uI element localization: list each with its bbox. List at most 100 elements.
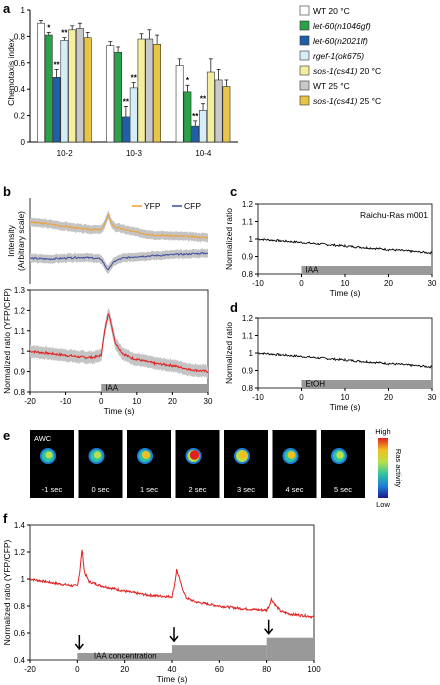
panel-c-ylabel: Normalized ratio <box>224 208 234 270</box>
panel-d-ytick-label: 1.2 <box>242 314 254 323</box>
panel-a-bar <box>106 45 115 143</box>
panel-b-bottom-frame <box>29 289 209 393</box>
panel-f-arrow-head <box>169 635 179 643</box>
panel-f-ylabel: Normalized ratio (YFP/CFP) <box>2 539 12 645</box>
panel-f-arrow-head <box>74 643 84 651</box>
panel-c-title: Raichu-Ras m001 <box>360 210 428 220</box>
panel-d-ytick-label: 0.8 <box>242 384 254 393</box>
panel-label-d: d <box>230 300 238 315</box>
panel-b-bottom-ytick-label: 0.9 <box>14 368 26 377</box>
panel-e-colorbar <box>378 438 388 498</box>
panel-f-ytick-label: 0.6 <box>14 629 26 638</box>
panel-a-legend-label: let-60(n1046gf) <box>313 21 371 31</box>
panel-f-xlabel: Time (s) <box>157 674 188 684</box>
panel-a-bar <box>68 29 77 143</box>
panel-e-cell-hotspot <box>287 451 296 459</box>
panel-b-bottom-ylabel: Normalized ratio (YFP/CFP) <box>2 288 12 394</box>
panel-c-ytick-label: 1.2 <box>242 200 254 209</box>
panel-f-series-line <box>29 549 315 619</box>
panel-b-bottom-ytick-label: 1.3 <box>14 286 26 295</box>
panel-label-c: c <box>230 184 237 199</box>
panel-a-bar <box>122 116 130 143</box>
panel-b-top-chart: Intensity (Arbitrary scale) YFP CFP <box>6 198 209 284</box>
panel-e-cell-hotspot <box>336 451 344 459</box>
panel-d-xtick-label: 20 <box>384 393 393 402</box>
panel-a-ytick-label: 1 <box>21 6 26 15</box>
panel-a-bar <box>206 71 215 143</box>
panel-a-bar <box>52 77 61 143</box>
panel-e-colorbar-title: Ras activity <box>394 449 403 488</box>
panel-f-xtick-label: 20 <box>120 665 129 674</box>
panel-a-significance-mark: ** <box>131 74 138 83</box>
panel-d-series-line <box>257 352 433 369</box>
panel-a-ylabel: Chemotaxis index <box>6 37 16 105</box>
panel-d-xtick-label: 10 <box>341 393 350 402</box>
panel-b-bottom-chart: 0.8 0.9 1 1.1 1.2 1.3 -20 -10 0 10 20 30 Time (s) Nor… <box>2 286 213 416</box>
panel-a-ytick-label: 0.4 <box>14 85 26 94</box>
panel-b-top-legend-label: YFP <box>144 201 161 211</box>
panel-c-ytick-label: 1 <box>249 235 254 244</box>
panel-d-chart: 0.8 0.9 1 1.1 1.2 -10 0 10 20 30 Time (s) Normalize… <box>224 314 437 412</box>
panel-b-bottom-sem-band <box>30 307 208 379</box>
panel-b-bottom-xtick-label: 30 <box>204 397 213 406</box>
panel-f-xtick-label: 40 <box>168 665 177 674</box>
panel-a-legend-swatch <box>299 65 310 76</box>
panel-e-cell-hotspot <box>93 451 102 459</box>
panel-e-frame <box>78 430 123 498</box>
panel-a-legend-label: rgef-1(ok675) <box>313 51 364 61</box>
panel-e-colorbar-high: High <box>375 427 390 436</box>
panel-a-bar <box>83 37 92 143</box>
panel-e-frame <box>30 430 74 498</box>
panel-d-xlabel: Time (s) <box>330 402 361 412</box>
panel-f-chart: 0.4 0.6 0.8 1 1.2 1.4 -20 0 20 40 60 80 100 Time (s) N… <box>2 521 321 684</box>
panel-e-cell-hotspot <box>189 450 200 460</box>
panel-e-frame-label: 5 sec <box>334 485 352 494</box>
panel-label-a: a <box>3 1 11 16</box>
panel-e-awc-label: AWC <box>34 434 52 443</box>
panel-d-stimulus-label: EtOH <box>306 380 326 389</box>
panel-a-legend-label: sos-1(cs41) 20 °C <box>313 66 381 76</box>
panel-a-bar <box>145 38 154 143</box>
panel-e-frame-label: 2 sec <box>189 485 207 494</box>
panel-a-significance-mark: ** <box>61 29 68 38</box>
panel-f-ytick-label: 1.2 <box>14 548 26 557</box>
panel-d-stimulus-bar <box>301 380 432 388</box>
panel-a-significance-mark: ** <box>192 112 199 121</box>
panel-e-image-series: -1 sec 0 sec 1 sec 2 sec 3 sec 4 sec 5 sec AWC H… <box>30 427 403 509</box>
panel-b-top-ylabel: Intensity <box>6 224 16 256</box>
panel-b-bottom-xtick-label: 20 <box>168 397 177 406</box>
panel-c-xtick-label: 30 <box>428 279 437 288</box>
panel-d-xtick-label: 30 <box>428 393 437 402</box>
panel-a-legend-label: let-60(n2021lf) <box>313 36 368 46</box>
panel-a-bar <box>114 51 122 143</box>
panel-a-bar <box>37 22 45 143</box>
panel-f-ytick-label: 0.4 <box>14 656 26 665</box>
panel-e-frame-label: -1 sec <box>42 485 63 494</box>
panel-d-frame <box>257 317 433 389</box>
panel-a-legend-swatch <box>299 80 310 91</box>
panel-b-top-legend-label: CFP <box>184 201 201 211</box>
panel-a-legend-label: WT 25 °C <box>313 81 350 91</box>
panel-f-xtick-label: -20 <box>24 665 36 674</box>
panel-a-legend: WT 20 °C let-60(n1046gf) let-60(n2021lf) rg… <box>299 5 381 106</box>
panel-label-e: e <box>3 428 10 443</box>
panel-a-category-label: 10-3 <box>126 149 143 158</box>
panel-a-bar <box>60 40 69 143</box>
panel-b-top-sem-band <box>30 210 208 243</box>
panel-c-ytick-label: 0.9 <box>242 253 254 262</box>
panel-b-top-ylabel: (Arbitrary scale) <box>16 211 26 271</box>
panel-d-ytick-label: 1.1 <box>242 332 254 341</box>
panel-a-legend-swatch <box>299 20 310 31</box>
panel-f-ytick-label: 1 <box>21 575 26 584</box>
panel-e-frame <box>224 430 268 498</box>
panel-a-legend-swatch <box>299 35 310 46</box>
panel-a-bar-chart: Chemotaxis index 0 0.2 0.4 0.6 0.8 1 10-2 10-3 1… <box>6 5 381 158</box>
panel-f-ytick-label: 1.4 <box>14 521 26 530</box>
panel-e-colorbar-low: Low <box>376 500 390 509</box>
panel-a-legend-label: sos-1(cs41) 25 °C <box>313 96 381 106</box>
panel-b-bottom-xlabel: Time (s) <box>104 406 135 416</box>
panel-a-category-label: 10-4 <box>195 149 212 158</box>
panel-e-cell-hotspot <box>238 450 248 460</box>
panel-d-ytick-label: 0.9 <box>242 367 254 376</box>
